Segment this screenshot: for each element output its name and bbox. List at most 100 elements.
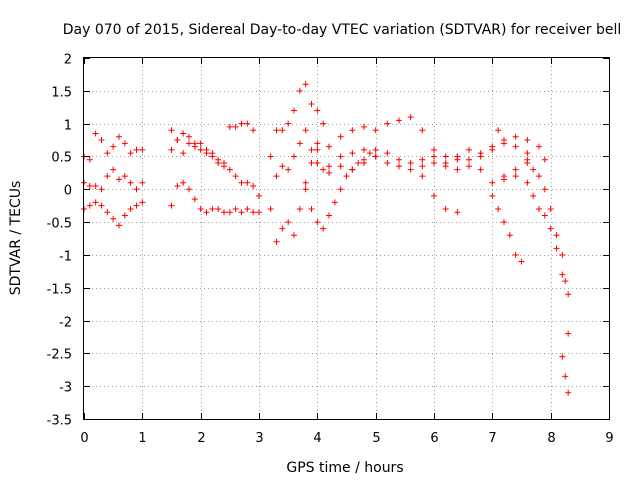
series-arc-1b: [81, 166, 146, 193]
series-arc-3d: [302, 146, 379, 232]
data-point: [98, 202, 105, 209]
data-point: [442, 205, 449, 212]
data-point: [326, 212, 332, 219]
data-point: [419, 156, 426, 163]
series-arc-4a: [314, 114, 461, 163]
data-point: [396, 156, 402, 163]
series-arc-3a: [267, 81, 327, 160]
x-tick-label: 8: [547, 431, 555, 446]
data-point: [489, 179, 496, 186]
y-tick-label: -2: [59, 316, 72, 331]
data-point: [355, 160, 362, 167]
data-point: [285, 166, 292, 173]
data-point: [326, 163, 332, 170]
data-point: [407, 160, 414, 167]
data-point: [133, 146, 140, 153]
data-point: [116, 176, 122, 183]
series-arc-3b: [267, 146, 321, 245]
series-arc-5f: [559, 353, 572, 396]
data-point: [197, 140, 204, 147]
data-point: [238, 120, 245, 127]
x-tick-label: 5: [372, 431, 380, 446]
y-tick-label: -3.5: [47, 414, 72, 429]
data-point: [466, 146, 472, 153]
x-tick-label: 9: [605, 431, 613, 446]
y-tick-label: -2.5: [47, 348, 72, 363]
data-point: [127, 205, 134, 212]
data-point: [203, 146, 210, 153]
data-point: [116, 222, 122, 229]
series-arc-4c: [326, 153, 531, 186]
data-point: [174, 137, 181, 144]
data-point: [244, 179, 251, 186]
data-point: [133, 202, 140, 209]
data-point: [477, 166, 484, 173]
data-point: [308, 146, 315, 153]
data-point: [431, 153, 437, 160]
data-point: [256, 209, 262, 216]
data-point: [489, 143, 496, 150]
data-point: [174, 182, 181, 189]
data-point: [372, 153, 379, 160]
data-point: [320, 166, 327, 173]
data-point: [186, 186, 192, 193]
data-point: [489, 192, 496, 199]
data-point: [361, 160, 367, 167]
data-point: [92, 130, 99, 137]
x-tick-label: 6: [430, 431, 438, 446]
data-point: [396, 163, 402, 170]
data-point: [524, 137, 531, 144]
x-tick-label: 0: [80, 431, 88, 446]
data-point: [279, 163, 286, 170]
data-point: [407, 166, 414, 173]
data-point: [232, 123, 239, 130]
series-arc-5e: [524, 150, 572, 337]
data-point: [302, 186, 309, 193]
data-point: [133, 186, 140, 193]
data-point: [104, 150, 111, 157]
data-point: [431, 192, 437, 199]
data-point: [512, 251, 519, 258]
chart-title: Day 070 of 2015, Sidereal Day-to-day VTE…: [63, 22, 622, 38]
plot-frame: [83, 57, 610, 420]
data-point: [495, 127, 502, 134]
data-point: [419, 127, 426, 134]
data-point: [285, 120, 292, 127]
data-point: [139, 146, 146, 153]
data-point: [226, 166, 233, 173]
data-point: [320, 225, 327, 232]
data-point: [565, 291, 572, 298]
series-arc-2a: [168, 127, 262, 199]
data-point: [524, 160, 531, 167]
y-tick-label: -3: [59, 381, 72, 396]
data-point: [279, 225, 286, 232]
data-point: [215, 205, 222, 212]
y-tick-label: 1.5: [51, 86, 72, 101]
data-point: [221, 209, 227, 216]
data-point: [232, 205, 239, 212]
data-point: [168, 146, 175, 153]
data-point: [454, 153, 461, 160]
data-point: [314, 160, 321, 167]
data-point: [250, 127, 257, 134]
data-point: [186, 140, 192, 147]
data-point: [512, 133, 519, 140]
data-point: [361, 146, 367, 153]
data-point: [291, 153, 297, 160]
data-point: [431, 146, 437, 153]
x-tick-label: 3: [255, 431, 263, 446]
data-point: [273, 173, 280, 180]
data-point: [314, 107, 321, 114]
data-point: [562, 278, 569, 285]
data-point: [314, 140, 321, 147]
data-point: [215, 156, 222, 163]
data-point: [512, 173, 519, 180]
data-point: [238, 209, 245, 216]
data-point: [197, 205, 204, 212]
data-point: [501, 176, 507, 183]
series-arc-1c: [81, 199, 146, 229]
data-point: [168, 202, 175, 209]
data-point: [512, 166, 519, 173]
data-point: [244, 205, 251, 212]
series-arc-5a: [419, 173, 461, 216]
